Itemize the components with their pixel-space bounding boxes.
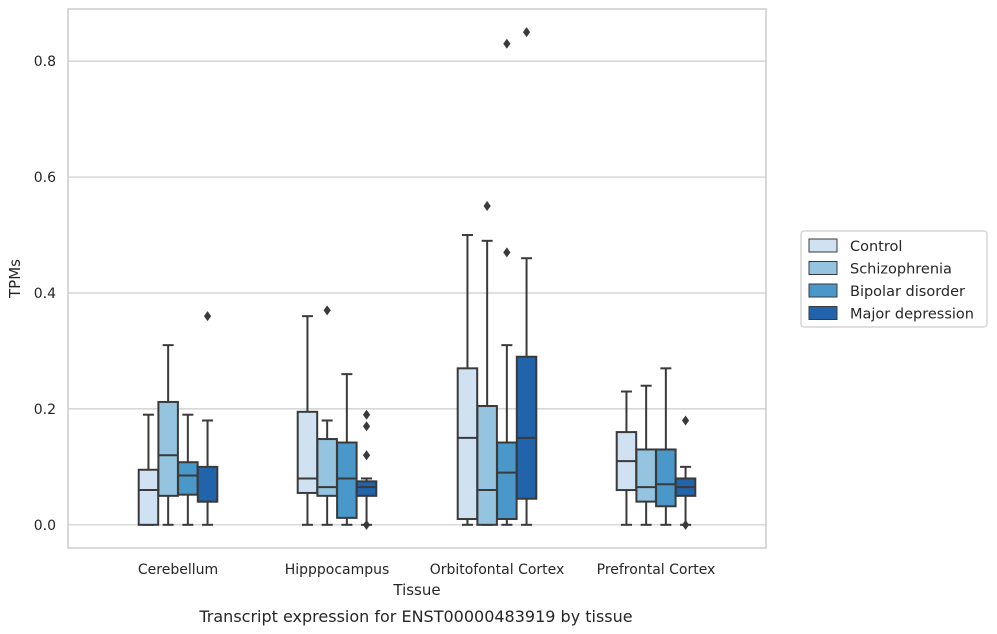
x-axis-label: Tissue — [392, 581, 440, 599]
legend-swatch — [808, 261, 838, 275]
plot-frame — [67, 8, 767, 549]
outlier-point — [203, 311, 212, 322]
outlier-point — [681, 519, 690, 530]
y-tick-label: 0.6 — [34, 170, 56, 186]
outlier-point — [362, 421, 371, 432]
legend-swatch — [808, 238, 838, 253]
box-major-depression — [355, 480, 378, 497]
outlier-point — [362, 409, 371, 420]
y-axis-label: TPMs — [6, 259, 24, 299]
x-tick-label: Hipppocampus — [285, 562, 390, 578]
box-schizophrenia — [635, 448, 657, 503]
box-control — [137, 468, 160, 526]
box-bipolar-disorder — [496, 441, 518, 521]
outlier-point — [483, 201, 491, 212]
box-bipolar-disorder — [177, 461, 199, 496]
legend-box — [800, 230, 988, 328]
box-schizophrenia — [157, 400, 179, 497]
y-tick-label: 0.2 — [34, 402, 56, 418]
y-tick-label: 0.4 — [34, 286, 56, 302]
outlier-point — [522, 27, 531, 38]
x-tick-label: Orbitofontal Cortex — [430, 562, 565, 578]
x-tick-label: Cerebellum — [138, 562, 218, 578]
x-tick-label: Prefrontal Cortex — [597, 562, 716, 578]
outlier-point — [323, 305, 331, 316]
outlier-point — [362, 519, 371, 530]
y-tick-label: 0.0 — [34, 518, 56, 534]
outlier-point — [503, 38, 511, 49]
box-bipolar-disorder — [655, 448, 677, 508]
legend-swatch — [808, 283, 838, 298]
y-tick-label: 0.8 — [34, 54, 56, 70]
box-control — [296, 410, 319, 494]
legend-label: Schizophrenia — [850, 262, 952, 278]
legend-label: Bipolar disorder — [850, 284, 965, 300]
outlier-point — [362, 450, 371, 461]
legend-swatch — [808, 306, 838, 320]
legend-label: Major depression — [850, 307, 974, 323]
legend-label: Control — [850, 239, 902, 255]
box-bipolar-disorder — [336, 441, 358, 519]
outlier-point — [681, 415, 690, 426]
box-control — [456, 367, 479, 521]
box-major-depression — [196, 465, 219, 503]
box-schizophrenia — [476, 405, 498, 526]
box-major-depression — [515, 355, 538, 500]
outlier-point — [503, 247, 511, 258]
chart-caption: Transcript expression for ENST0000048391… — [198, 607, 632, 626]
